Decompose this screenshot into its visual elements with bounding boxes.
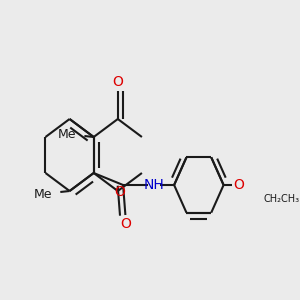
Text: O: O xyxy=(234,178,244,192)
Text: O: O xyxy=(120,217,131,231)
Text: O: O xyxy=(112,75,123,89)
Text: CH₂CH₃: CH₂CH₃ xyxy=(264,194,300,204)
Text: O: O xyxy=(115,185,126,199)
Text: Me: Me xyxy=(58,128,77,140)
Text: NH: NH xyxy=(144,178,164,192)
Text: Me: Me xyxy=(34,188,52,200)
